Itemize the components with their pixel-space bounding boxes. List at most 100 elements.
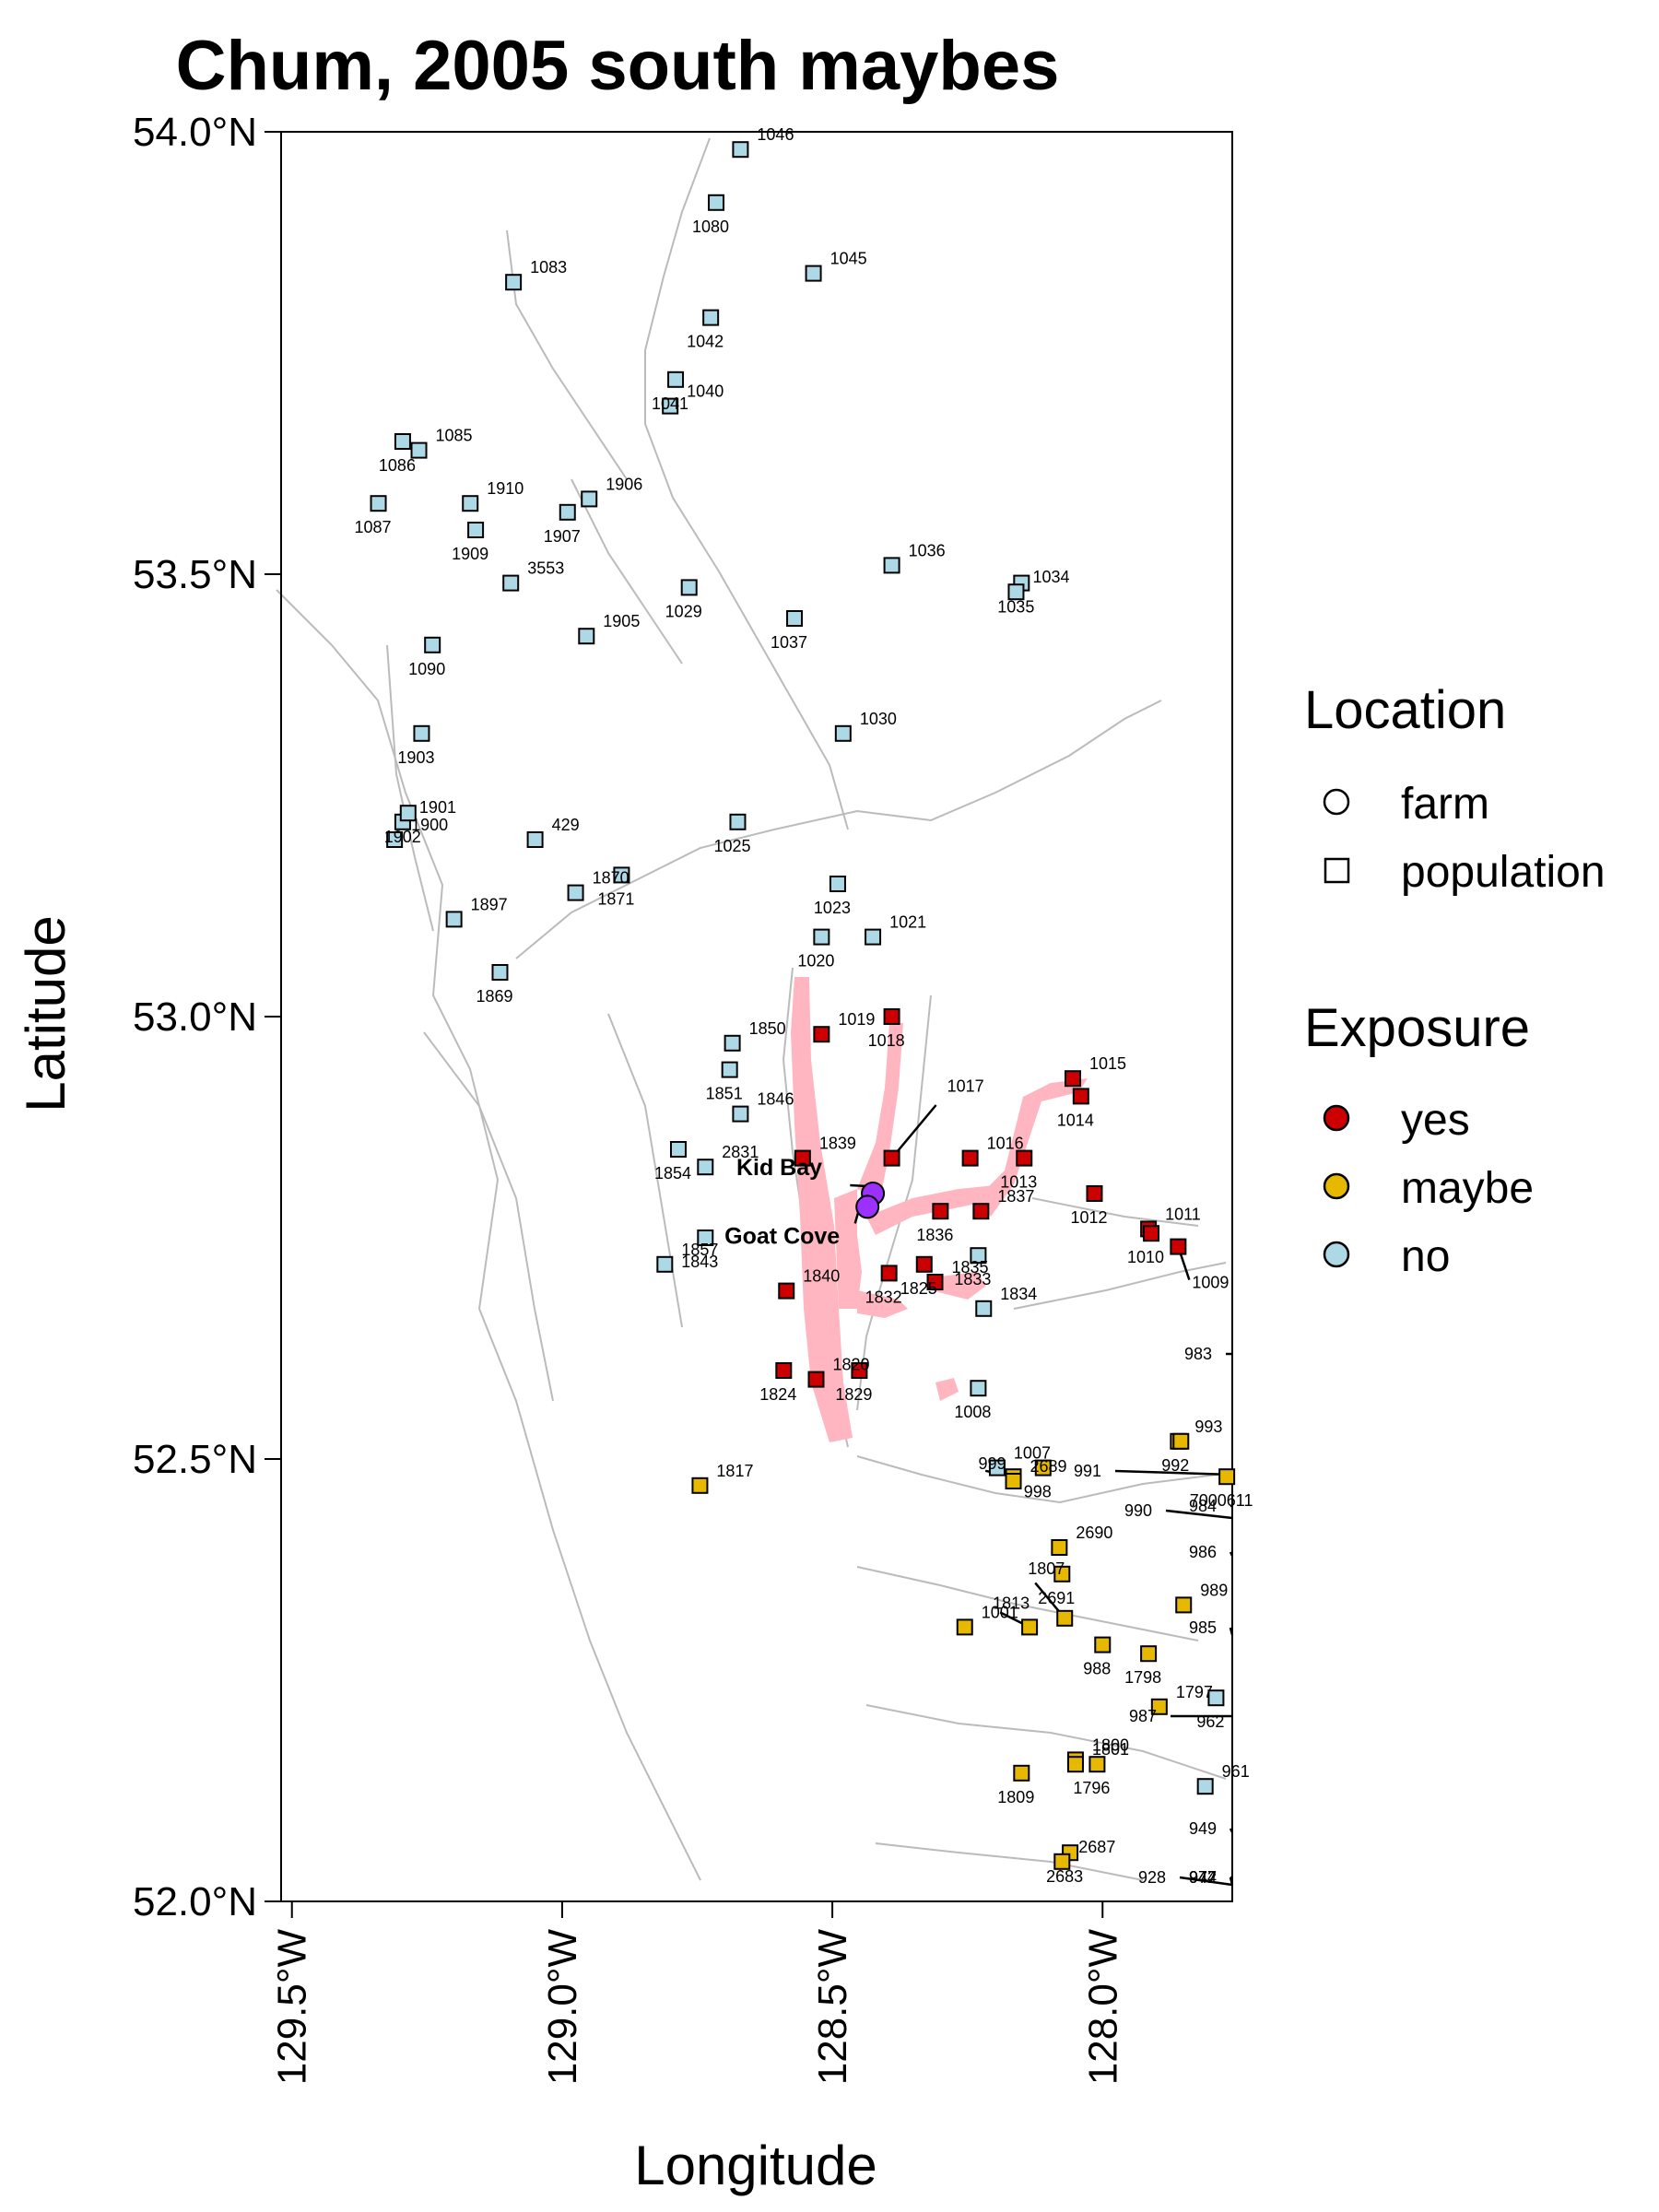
site-marker-1870 <box>567 884 584 901</box>
site-marker-1796 <box>1088 1756 1106 1773</box>
site-marker-2687 <box>1053 1853 1071 1870</box>
legend-label-farm: farm <box>1401 780 1489 829</box>
edge-label-983: 983 <box>1184 1345 1212 1363</box>
site-marker-1854 <box>669 1141 687 1158</box>
site-label-1008: 1008 <box>954 1403 991 1421</box>
site-marker-1010 <box>1143 1225 1160 1242</box>
site-label-1796: 1796 <box>1073 1779 1110 1797</box>
x-tick-label: 129.5°W <box>270 1929 315 2086</box>
site-label-7000611: 7000611 <box>1190 1491 1253 1510</box>
site-marker-1019 <box>813 1026 830 1043</box>
site-label-1824: 1824 <box>759 1385 796 1404</box>
site-marker-1840 <box>778 1282 795 1300</box>
site-label-1017: 1017 <box>947 1077 984 1096</box>
site-label-1857: 1857 <box>681 1241 718 1259</box>
site-marker-1857 <box>656 1255 674 1273</box>
site-label-1045: 1045 <box>830 250 867 268</box>
site-marker-1910 <box>462 495 479 512</box>
edge-connector <box>1229 1627 1234 1636</box>
site-label-1825: 1825 <box>900 1279 937 1298</box>
site-label-1820: 1820 <box>833 1356 870 1374</box>
site-label-993: 993 <box>1194 1418 1222 1436</box>
site-label-1835: 1835 <box>952 1258 989 1277</box>
site-label-1014: 1014 <box>1057 1111 1094 1129</box>
site-marker-961 <box>1196 1778 1214 1795</box>
legend-label-population: population <box>1401 848 1606 897</box>
edge-label-987: 987 <box>1129 1707 1157 1725</box>
site-marker-2831 <box>697 1159 714 1176</box>
site-marker-1017 <box>883 1149 900 1167</box>
site-label-1029: 1029 <box>665 602 702 620</box>
edge-label-984: 984 <box>1189 1497 1217 1515</box>
edge-label-991: 991 <box>1074 1462 1101 1480</box>
edge-label-949: 949 <box>1189 1819 1217 1838</box>
site-marker-1836 <box>932 1203 949 1220</box>
site-marker-1871 <box>613 866 630 884</box>
site-marker-1907 <box>559 503 576 521</box>
site-label-1854: 1854 <box>654 1164 691 1182</box>
site-marker-3553 <box>502 574 520 592</box>
site-label-1086: 1086 <box>379 456 416 475</box>
edge-connector <box>1165 1509 1233 1520</box>
legend-label-no: no <box>1401 1232 1450 1281</box>
legend-population-key <box>1324 857 1350 884</box>
site-label-1798: 1798 <box>1124 1668 1161 1687</box>
site-marker-1813 <box>1021 1618 1039 1636</box>
site-label-1829: 1829 <box>835 1385 872 1404</box>
site-label-999: 999 <box>979 1454 1006 1473</box>
site-marker-1851 <box>721 1061 738 1078</box>
legend-farm-key <box>1323 788 1350 816</box>
edge-label-944: 944 <box>1189 1868 1217 1887</box>
site-marker-1013 <box>1016 1149 1033 1167</box>
edge-label-977: 977 <box>1189 1868 1217 1887</box>
site-marker-1007 <box>988 1459 1006 1477</box>
y-tick-label: 52.0°N <box>133 1879 257 1924</box>
legend-title-exposure: Exposure <box>1304 998 1530 1058</box>
site-marker-1034 <box>1007 583 1025 601</box>
site-marker-1829 <box>851 1362 868 1379</box>
site-label-1813: 1813 <box>993 1594 1030 1612</box>
site-label-2691: 2691 <box>1038 1589 1075 1607</box>
site-marker-1014 <box>1072 1088 1089 1105</box>
chart-title: Chum, 2005 south maybes <box>175 27 1060 105</box>
site-label-1013: 1013 <box>1000 1173 1037 1192</box>
site-marker-1900 <box>386 831 404 848</box>
edge-label-986: 986 <box>1189 1543 1217 1561</box>
site-marker-1833 <box>970 1247 987 1265</box>
y-tick-label: 53.5°N <box>133 552 257 597</box>
site-label-1906: 1906 <box>606 475 642 493</box>
site-label-1036: 1036 <box>909 541 946 559</box>
site-label-1035: 1035 <box>997 598 1034 617</box>
site-label-1900: 1900 <box>411 816 448 834</box>
x-axis-title: Longitude <box>634 2135 877 2196</box>
farm-label-0: Kid Bay <box>736 1155 822 1181</box>
site-marker-1040 <box>662 397 679 415</box>
site-label-1839: 1839 <box>819 1135 856 1153</box>
site-label-1871: 1871 <box>597 889 634 908</box>
y-tick-label: 53.0°N <box>133 994 257 1040</box>
site-label-1019: 1019 <box>838 1010 875 1029</box>
site-marker-1905 <box>578 628 595 645</box>
site-label-1870: 1870 <box>593 869 629 888</box>
edge-connector <box>1229 1551 1234 1557</box>
site-label-961: 961 <box>1222 1762 1250 1781</box>
site-label-1023: 1023 <box>814 899 851 917</box>
x-tick-label: 128.0°W <box>1080 1929 1125 2086</box>
site-marker-1820 <box>807 1371 825 1388</box>
legend: Location farm population Exposure yes ma… <box>1304 680 1606 1281</box>
legend-title-location: Location <box>1304 680 1506 740</box>
site-label-1001: 1001 <box>982 1603 1018 1621</box>
site-label-1834: 1834 <box>1000 1285 1037 1303</box>
site-marker-1041 <box>667 371 685 388</box>
site-marker-2691 <box>1053 1565 1071 1583</box>
legend-no-key <box>1323 1241 1350 1268</box>
site-label-1046: 1046 <box>757 125 794 144</box>
label-connectors <box>890 1104 1234 1887</box>
site-label-2690: 2690 <box>1076 1524 1112 1542</box>
site-marker-1087 <box>370 495 387 512</box>
farm-marker-1 <box>855 1194 880 1219</box>
site-label-1907: 1907 <box>544 527 581 546</box>
axes: 129.5°W 129.0°W 128.5°W 128.0°W 54.0°N 53.5°N… <box>133 110 1125 2085</box>
site-marker-1817 <box>691 1477 709 1494</box>
site-label-1902: 1902 <box>384 828 421 846</box>
